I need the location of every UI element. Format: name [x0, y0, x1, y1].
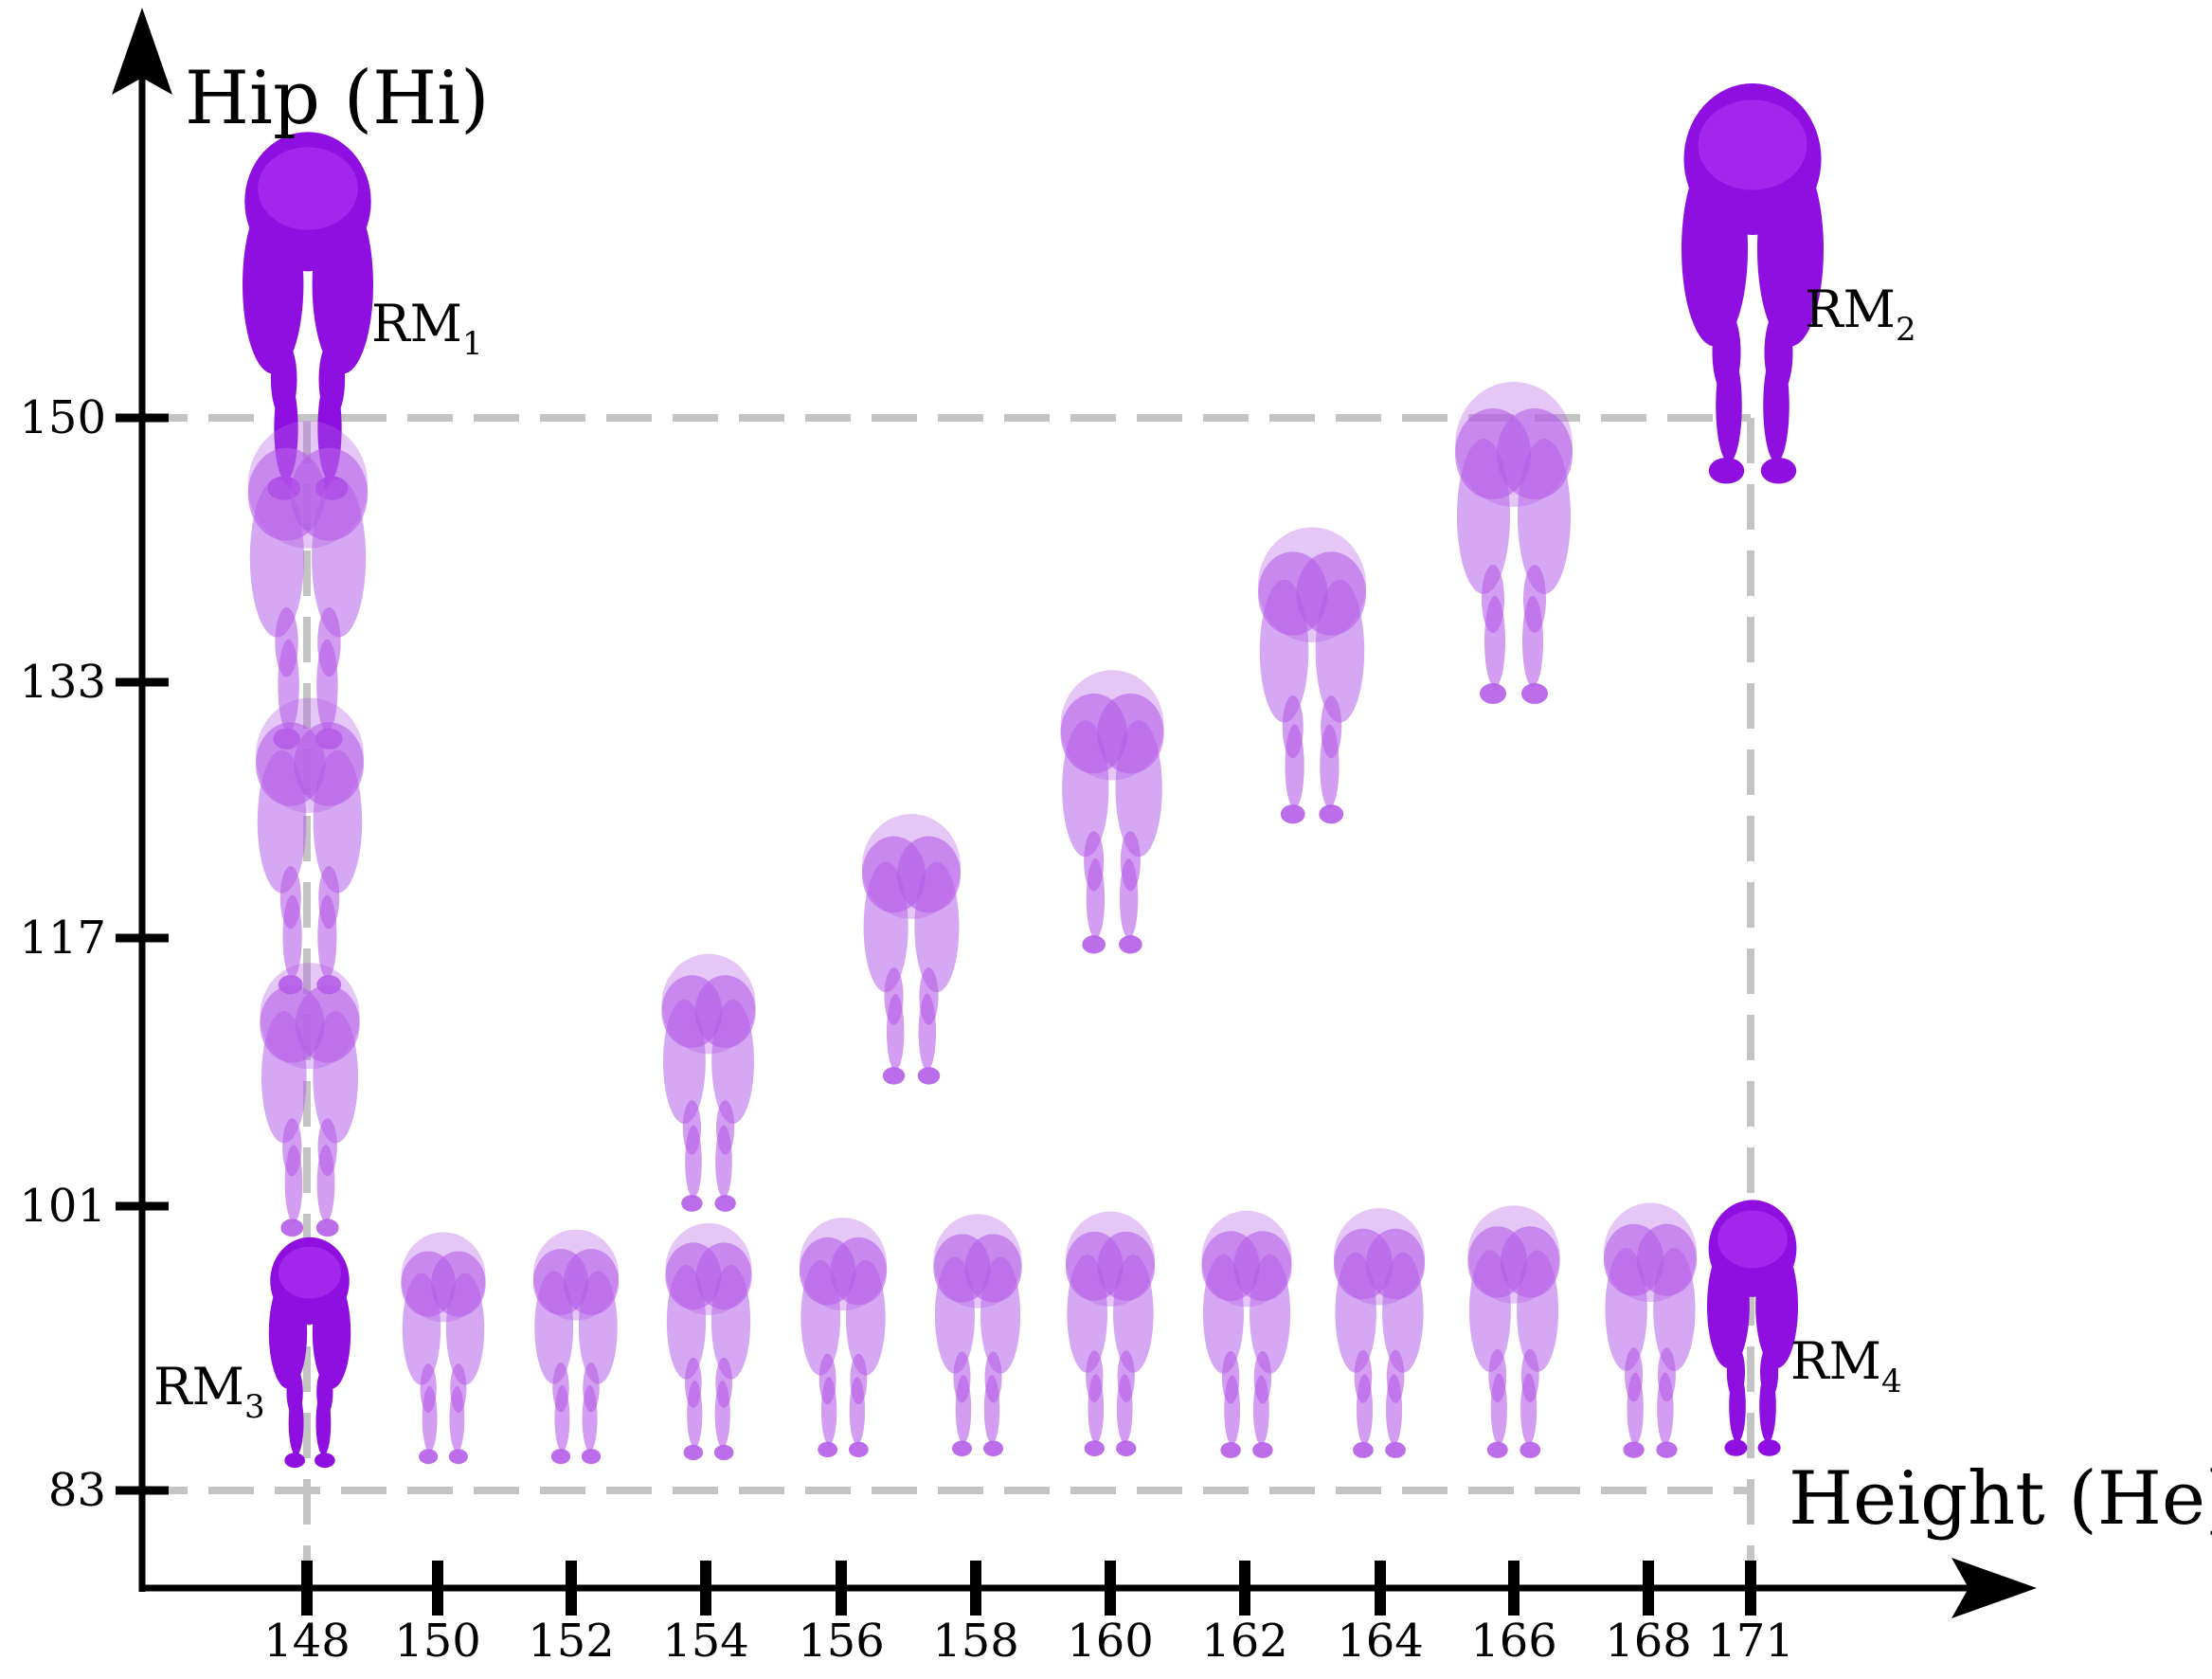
lower-body-figure-icon [532, 1229, 620, 1465]
lower-body-figure-icon [665, 1222, 752, 1461]
reference-model-label: RM1 [371, 294, 483, 363]
x-axis-arrow-icon [1951, 1558, 2037, 1618]
x-tick-label: 150 [394, 1615, 481, 1668]
x-tick-label: 152 [528, 1615, 615, 1668]
lower-body-figure-icon [268, 1237, 351, 1469]
y-tick-label: 133 [19, 656, 106, 709]
lower-body-figure-icon [1603, 1202, 1698, 1458]
lower-body-figure-icon [243, 132, 373, 500]
y-tick-label: 101 [19, 1180, 106, 1233]
y-axis-arrow-icon [112, 8, 172, 95]
x-tick-label: 162 [1201, 1615, 1288, 1668]
x-tick-label: 171 [1707, 1615, 1794, 1668]
y-tick-label: 83 [48, 1464, 106, 1517]
reference-model-label: RM2 [1805, 280, 1916, 349]
lower-body-figure-icon [933, 1214, 1022, 1456]
x-tick-label: 158 [932, 1615, 1019, 1668]
x-tick-label: 156 [798, 1615, 885, 1668]
x-tick-label: 154 [662, 1615, 749, 1668]
x-ticks: 148 150 152 154 156 158 160 162 164 166 168 171 [263, 1561, 1794, 1668]
lower-body-figure-icon [1455, 382, 1573, 704]
y-tick-label: 117 [19, 912, 106, 965]
lower-body-figure-icon [1201, 1210, 1292, 1458]
y-tick-label: 150 [19, 391, 106, 444]
reference-model-label: RM4 [1790, 1331, 1902, 1400]
x-tick-label: 166 [1470, 1615, 1557, 1668]
lower-body-figure-icon [661, 953, 756, 1212]
lower-body-figure-icon [1467, 1205, 1560, 1458]
y-axis-title: Hip (Hi) [185, 56, 490, 141]
figures-layer [243, 83, 1824, 1469]
x-tick-label: 148 [263, 1615, 351, 1668]
lower-body-figure-icon [1707, 1200, 1798, 1456]
y-ticks: 150 133 117 101 83 [19, 391, 169, 1517]
lower-body-figure-icon [1257, 527, 1367, 824]
lower-body-figure-icon [401, 1232, 486, 1465]
x-axis-title: Height (He) [1789, 1456, 2212, 1542]
lower-body-figure-icon [1065, 1211, 1156, 1456]
lower-body-figure-icon [1060, 670, 1164, 954]
reference-model-label: RM3 [153, 1357, 265, 1426]
x-tick-label: 164 [1337, 1615, 1424, 1668]
lower-body-figure-icon [861, 814, 962, 1085]
guide-lines [142, 414, 1754, 1592]
lower-body-figure-icon [1681, 83, 1824, 484]
lower-body-figure-icon [1333, 1208, 1426, 1458]
axes [112, 8, 2037, 1618]
lower-body-figure-icon [799, 1218, 888, 1458]
x-tick-label: 168 [1605, 1615, 1692, 1668]
x-tick-label: 160 [1067, 1615, 1154, 1668]
